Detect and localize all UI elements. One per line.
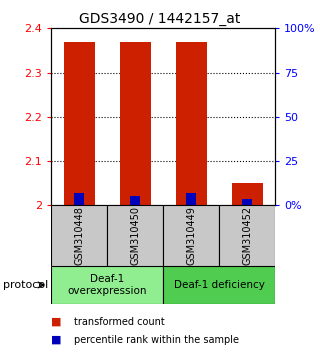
Text: Deaf-1 deficiency: Deaf-1 deficiency xyxy=(174,280,265,290)
Text: ■: ■ xyxy=(51,317,62,327)
Bar xyxy=(107,205,163,266)
Text: protocol: protocol xyxy=(3,280,48,290)
Bar xyxy=(242,199,252,205)
Text: GDS3490 / 1442157_at: GDS3490 / 1442157_at xyxy=(79,12,241,27)
Text: percentile rank within the sample: percentile rank within the sample xyxy=(74,335,239,345)
Bar xyxy=(120,42,151,205)
Bar xyxy=(163,266,275,304)
Bar xyxy=(64,42,95,205)
Text: GSM310450: GSM310450 xyxy=(130,206,140,265)
Text: transformed count: transformed count xyxy=(74,317,164,327)
Bar xyxy=(219,205,275,266)
Text: GSM310449: GSM310449 xyxy=(186,206,196,265)
Text: Deaf-1
overexpression: Deaf-1 overexpression xyxy=(68,274,147,296)
Text: GSM310448: GSM310448 xyxy=(74,206,84,265)
Bar xyxy=(51,266,163,304)
Bar xyxy=(232,183,263,205)
Text: ■: ■ xyxy=(51,335,62,345)
Bar xyxy=(51,205,107,266)
Bar xyxy=(176,42,207,205)
Text: GSM310452: GSM310452 xyxy=(242,206,252,265)
Bar xyxy=(130,196,140,205)
Bar xyxy=(74,193,84,205)
Bar xyxy=(186,193,196,205)
Bar xyxy=(163,205,219,266)
